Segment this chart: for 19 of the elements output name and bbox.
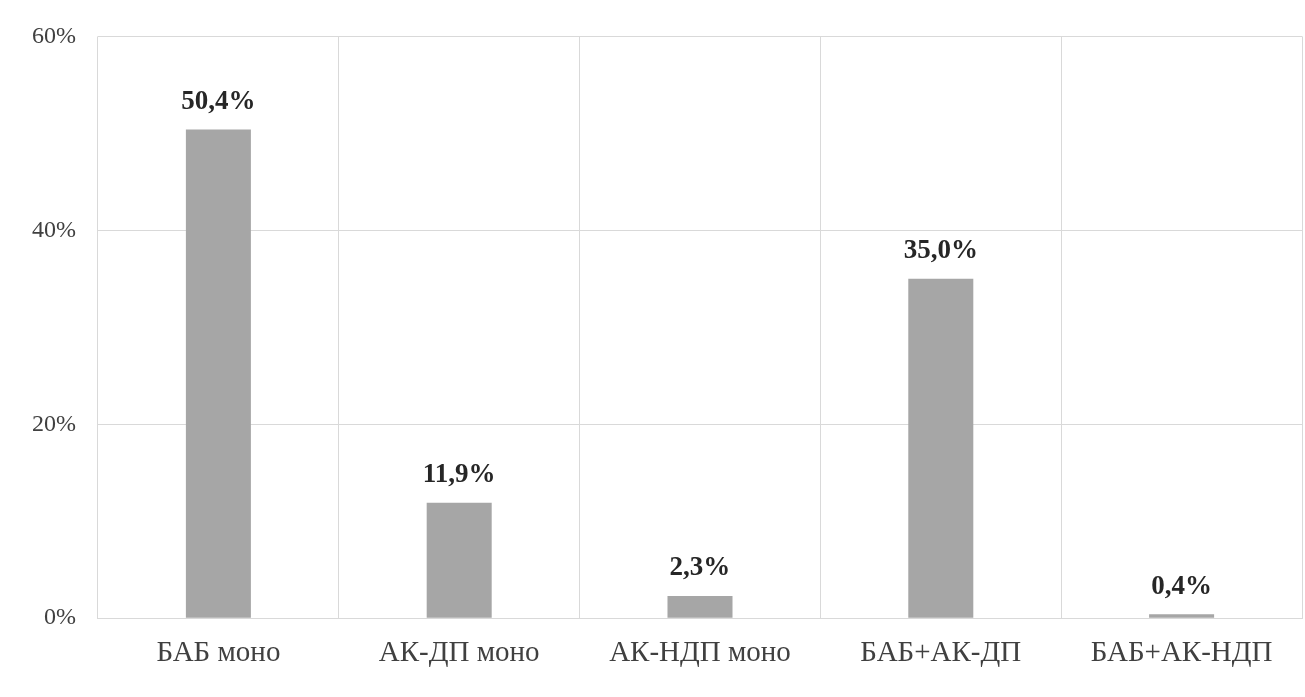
y-tick-label: 0% <box>43 603 76 630</box>
bar <box>908 278 974 618</box>
data-label: 2,3% <box>669 551 731 582</box>
bar <box>667 595 733 618</box>
y-tick-label: 20% <box>31 409 76 436</box>
data-label: 0,4% <box>1151 569 1212 600</box>
y-tick-label: 40% <box>31 215 76 242</box>
bar <box>185 129 251 618</box>
data-label: 50,4% <box>181 84 256 115</box>
x-tick-label: АК-НДП моно <box>609 635 791 668</box>
x-tick-label: БАБ+АК-НДП <box>1090 635 1273 668</box>
x-tick-label: АК-ДП моно <box>378 635 540 668</box>
y-tick-label: 60% <box>31 21 76 48</box>
data-label: 11,9% <box>422 458 496 489</box>
data-label: 35,0% <box>903 234 978 265</box>
x-tick-label: БАБ моно <box>156 635 281 668</box>
x-tick-label: БАБ+АК-ДП <box>860 635 1022 668</box>
bar <box>1149 614 1215 618</box>
bar <box>426 502 492 618</box>
